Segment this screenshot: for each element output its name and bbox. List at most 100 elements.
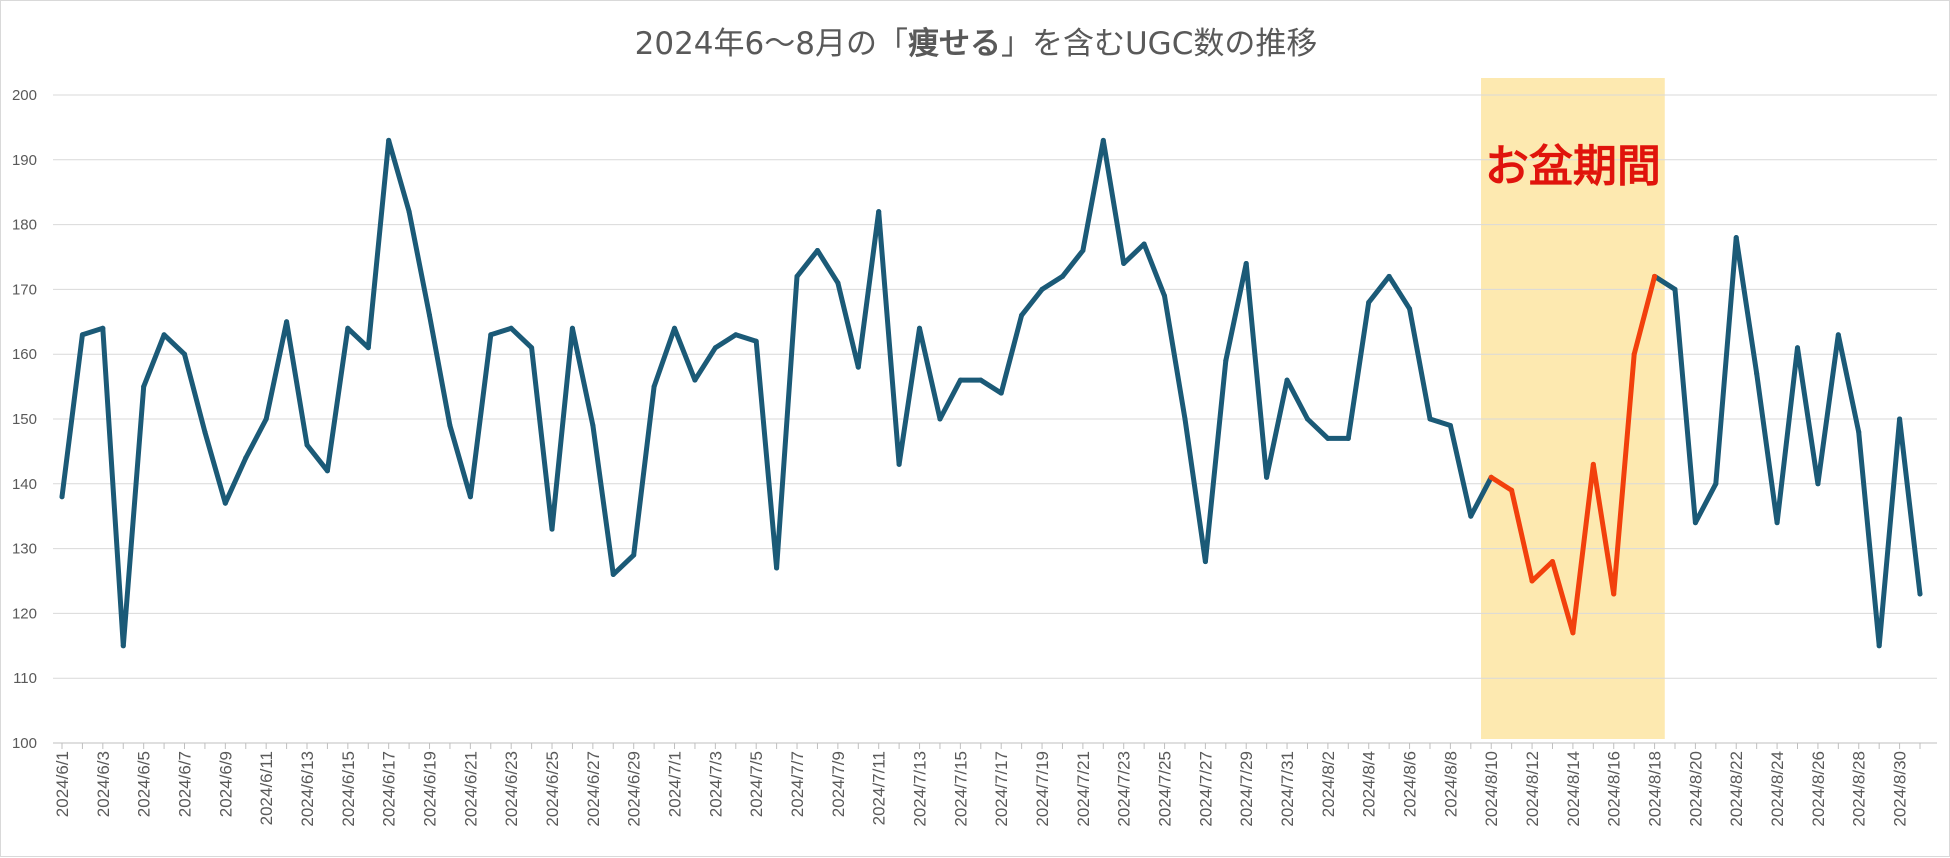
x-tick-label: 2024/8/30	[1891, 751, 1910, 827]
data-point	[1080, 248, 1086, 254]
data-point	[1407, 306, 1413, 312]
x-tick-label: 2024/6/7	[176, 751, 195, 817]
data-point	[1100, 137, 1106, 143]
x-tick-label: 2024/6/27	[584, 751, 603, 827]
data-point	[1631, 351, 1637, 357]
data-point	[1774, 520, 1780, 526]
data-point	[631, 552, 637, 558]
data-point	[1243, 260, 1249, 266]
x-tick-label: 2024/8/6	[1401, 751, 1420, 817]
data-point	[610, 572, 616, 578]
data-point	[1815, 481, 1821, 487]
x-tick-label: 2024/8/24	[1768, 751, 1787, 827]
y-tick-label: 180	[12, 217, 37, 234]
x-tick-label: 2024/7/3	[706, 751, 725, 817]
data-point	[1856, 429, 1862, 435]
data-point	[386, 137, 392, 143]
data-point	[182, 351, 188, 357]
data-point	[1345, 435, 1351, 441]
data-point	[263, 416, 269, 422]
x-tick-label: 2024/8/2	[1319, 751, 1338, 817]
x-tick-label: 2024/7/27	[1196, 751, 1215, 827]
y-tick-label: 130	[12, 541, 37, 558]
data-point	[855, 364, 861, 370]
data-point	[120, 643, 126, 649]
data-point	[1325, 435, 1331, 441]
data-point	[1202, 559, 1208, 565]
data-point	[345, 325, 351, 331]
data-point	[488, 332, 494, 338]
data-point	[774, 565, 780, 571]
x-tick-label: 2024/8/8	[1441, 751, 1460, 817]
data-point	[978, 377, 984, 383]
data-point	[1876, 643, 1882, 649]
x-tick-label: 2024/7/1	[666, 751, 685, 817]
data-point	[1223, 358, 1229, 364]
x-tick-label: 2024/8/18	[1646, 751, 1665, 827]
data-point	[508, 325, 514, 331]
data-point	[1019, 312, 1025, 318]
y-axis-ticks: 100 110 120 130 140 150 160 170 180 190 200	[12, 87, 37, 752]
y-tick-label: 160	[12, 346, 37, 363]
x-tick-label: 2024/7/25	[1156, 751, 1175, 827]
y-tick-label: 120	[12, 605, 37, 622]
x-tick-label: 2024/6/5	[135, 751, 154, 817]
data-point	[1917, 591, 1923, 597]
data-point	[1162, 293, 1168, 299]
x-tick-label: 2024/7/23	[1115, 751, 1134, 827]
data-point	[957, 377, 963, 383]
data-point	[1182, 416, 1188, 422]
y-tick-label: 170	[12, 281, 37, 298]
y-tick-label: 140	[12, 476, 37, 493]
x-tick-label: 2024/7/5	[747, 751, 766, 817]
x-tick-label: 2024/6/9	[216, 751, 235, 817]
data-point	[141, 384, 147, 390]
data-point	[651, 384, 657, 390]
x-tick-label: 2024/7/9	[829, 751, 848, 817]
x-tick-label: 2024/8/12	[1523, 751, 1542, 827]
data-point	[1304, 416, 1310, 422]
series-lines	[59, 137, 1923, 649]
data-point	[365, 345, 371, 351]
data-point	[998, 390, 1004, 396]
x-tick-label: 2024/7/19	[1033, 751, 1052, 827]
series-line	[1652, 235, 1923, 649]
data-point	[1468, 513, 1474, 519]
x-tick-label: 2024/6/19	[421, 751, 440, 827]
data-point	[447, 422, 453, 428]
data-point	[1366, 299, 1372, 305]
data-point	[1611, 591, 1617, 597]
x-tick-label: 2024/7/21	[1074, 751, 1093, 827]
data-point	[1059, 273, 1065, 279]
x-tick-label: 2024/7/7	[788, 751, 807, 817]
data-point	[1672, 286, 1678, 292]
y-tick-label: 190	[12, 152, 37, 169]
data-point	[1754, 371, 1760, 377]
data-point	[672, 325, 678, 331]
data-point	[1386, 273, 1392, 279]
x-tick-label: 2024/6/1	[53, 751, 72, 817]
x-tick-label: 2024/7/31	[1278, 751, 1297, 827]
data-point	[1713, 481, 1719, 487]
y-tick-label: 100	[12, 735, 37, 752]
data-point	[427, 312, 433, 318]
data-point	[835, 280, 841, 286]
x-tick-label: 2024/8/10	[1482, 751, 1501, 827]
data-point	[1733, 235, 1739, 241]
data-point	[1897, 416, 1903, 422]
data-point	[467, 494, 473, 500]
x-tick-label: 2024/7/29	[1237, 751, 1256, 827]
data-point	[1652, 273, 1658, 279]
data-point	[937, 416, 943, 422]
x-tick-label: 2024/8/4	[1360, 751, 1379, 817]
data-point	[1264, 474, 1270, 480]
x-axis-ticks: 2024/6/1 2024/6/3 2024/6/5 2024/6/7 2024/6/9…	[53, 743, 1921, 827]
x-tick-label: 2024/6/23	[502, 751, 521, 827]
data-point	[100, 325, 106, 331]
x-tick-label: 2024/6/11	[257, 751, 276, 825]
y-tick-label: 150	[12, 411, 37, 428]
x-tick-label: 2024/6/17	[380, 751, 399, 827]
x-tick-label: 2024/6/29	[625, 751, 644, 827]
x-tick-label: 2024/6/21	[461, 751, 480, 827]
